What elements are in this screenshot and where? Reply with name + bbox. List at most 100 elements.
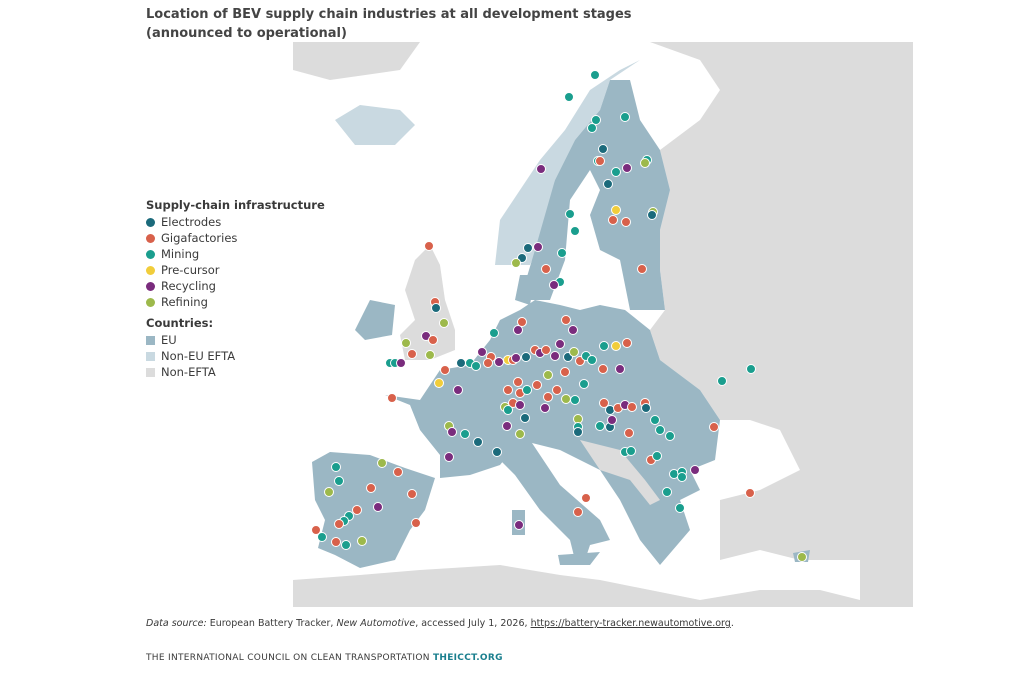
facility-dot	[440, 365, 450, 375]
facility-dot	[690, 465, 700, 475]
facility-dot	[622, 338, 632, 348]
facility-dot	[334, 519, 344, 529]
facility-dot	[317, 532, 327, 542]
footer-site[interactable]: THEICCT.ORG	[432, 653, 503, 663]
facility-dot	[536, 164, 546, 174]
source-link[interactable]: https://battery-tracker.newautomotive.or…	[530, 618, 731, 629]
facility-dot	[473, 437, 483, 447]
facility-dot	[540, 403, 550, 413]
facility-dot	[665, 431, 675, 441]
facility-dot	[515, 400, 525, 410]
legend-item: Gigafactories	[146, 230, 325, 246]
facility-dot	[541, 345, 551, 355]
facility-dot	[541, 264, 551, 274]
facility-dot	[745, 488, 755, 498]
facility-dot	[590, 70, 600, 80]
legend-label: Recycling	[161, 279, 216, 293]
facility-dot	[331, 537, 341, 547]
source-end: .	[730, 618, 734, 629]
facility-dot	[324, 487, 334, 497]
facility-dot	[489, 328, 499, 338]
facility-dot	[411, 518, 421, 528]
facility-dot	[444, 452, 454, 462]
legend-title: Countries:	[146, 316, 214, 330]
legend-label: Refining	[161, 295, 208, 309]
legend-item: Recycling	[146, 278, 325, 294]
facility-dot	[746, 364, 756, 374]
facility-dot	[615, 364, 625, 374]
facility-dot	[515, 429, 525, 439]
facility-dot	[797, 552, 807, 562]
facility-dot	[373, 502, 383, 512]
facility-dot	[587, 123, 597, 133]
facility-dot	[503, 385, 513, 395]
facility-dot	[494, 357, 504, 367]
legend-label: Gigafactories	[161, 231, 238, 245]
facility-dot	[431, 303, 441, 313]
facility-dot	[555, 339, 565, 349]
facility-dot	[627, 402, 637, 412]
facility-dot	[511, 353, 521, 363]
facility-dot	[424, 241, 434, 251]
legend-swatch	[146, 217, 155, 227]
legend-title: Supply-chain infrastructure	[146, 198, 325, 212]
facility-dot	[503, 405, 513, 415]
facility-dot	[549, 280, 559, 290]
legend-label: Non-EFTA	[161, 365, 216, 379]
facilities	[311, 70, 807, 562]
facility-dot	[611, 341, 621, 351]
legend-swatch	[146, 249, 155, 259]
legend-label: Non-EU EFTA	[161, 349, 236, 363]
legend-item: Electrodes	[146, 214, 325, 230]
facility-dot	[561, 315, 571, 325]
facility-dot	[621, 217, 631, 227]
footer: THE INTERNATIONAL COUNCIL ON CLEAN TRANS…	[146, 653, 503, 663]
facility-dot	[550, 351, 560, 361]
facility-dot	[564, 92, 574, 102]
facility-dot	[557, 248, 567, 258]
facility-dot	[357, 536, 367, 546]
facility-dot	[650, 415, 660, 425]
source: Data source: European Battery Tracker, N…	[146, 618, 734, 629]
facility-dot	[471, 361, 481, 371]
facility-dot	[622, 163, 632, 173]
facility-dot	[573, 507, 583, 517]
facility-dot	[570, 226, 580, 236]
legend-swatch	[146, 367, 155, 377]
legend-swatch	[146, 265, 155, 275]
facility-dot	[611, 205, 621, 215]
facility-dot	[514, 520, 524, 530]
facility-dot	[513, 377, 523, 387]
facility-dot	[456, 358, 466, 368]
source-text: European Battery Tracker,	[209, 618, 334, 629]
facility-dot	[425, 350, 435, 360]
title: Location of BEV supply chain industries …	[146, 7, 632, 41]
facility-dot	[483, 358, 493, 368]
legend-item: Refining	[146, 294, 325, 310]
facility-dot	[647, 210, 657, 220]
facility-dot	[652, 451, 662, 461]
facility-dot	[624, 428, 634, 438]
facility-dot	[677, 472, 687, 482]
facility-dot	[599, 341, 609, 351]
legend-swatch	[146, 281, 155, 291]
facility-dot	[341, 540, 351, 550]
facility-dot	[620, 112, 630, 122]
facility-dot	[517, 317, 527, 327]
facility-dot	[352, 505, 362, 515]
facility-dot	[401, 338, 411, 348]
facility-dot	[521, 352, 531, 362]
legend-item: Pre-cursor	[146, 262, 325, 278]
source-publication: New Automotive	[336, 618, 416, 629]
legend-item: Non-EFTA	[146, 364, 325, 380]
legend: Supply-chain infrastructure Electrodes Gi…	[146, 198, 325, 380]
source-text: , accessed July 1, 2026,	[415, 618, 528, 629]
facility-dot	[573, 427, 583, 437]
facility-dot	[655, 425, 665, 435]
facility-dot	[598, 144, 608, 154]
facility-dot	[439, 318, 449, 328]
facility-dot	[587, 355, 597, 365]
facility-dot	[570, 395, 580, 405]
facility-dot	[532, 380, 542, 390]
